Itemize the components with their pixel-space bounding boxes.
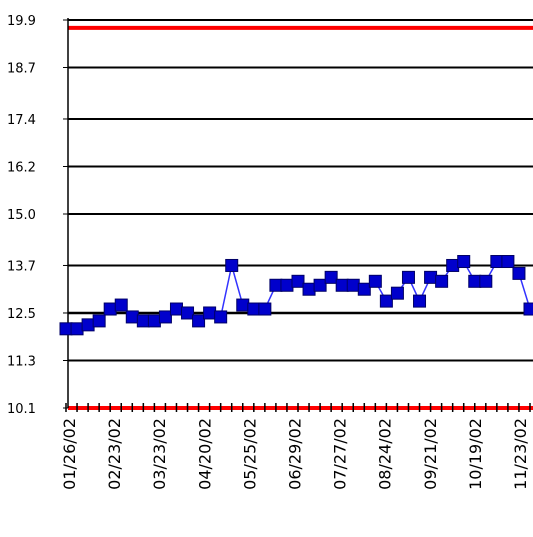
data-point: [302, 282, 316, 296]
data-point: [512, 266, 526, 280]
y-tick-label: 13.7: [7, 259, 36, 274]
axes: [63, 18, 531, 412]
x-tick-label: 06/29/02: [286, 418, 305, 490]
data-point: [214, 310, 228, 324]
x-tick-label: 03/23/02: [150, 418, 169, 490]
data-point: [59, 322, 73, 336]
data-point: [81, 318, 95, 332]
data-point: [479, 274, 493, 288]
x-tick-label: 02/23/02: [105, 418, 124, 490]
data-point: [192, 314, 206, 328]
x-tick-label: 08/24/02: [376, 418, 395, 490]
x-tick-labels: 01/26/02 02/23/02 03/23/02 04/20/02 05/25/02…: [60, 418, 530, 490]
data-point: [368, 274, 382, 288]
x-tick-label: 04/20/02: [195, 418, 214, 490]
data-point: [324, 270, 338, 284]
data-point: [158, 310, 172, 324]
data-point: [114, 298, 128, 312]
data-points: [59, 255, 533, 336]
data-point: [413, 294, 427, 308]
y-tick-label: 16.2: [7, 160, 36, 175]
data-point: [125, 310, 139, 324]
data-point: [313, 278, 327, 292]
data-point: [236, 298, 250, 312]
x-tick-label: 07/27/02: [331, 418, 350, 490]
data-point: [70, 322, 84, 336]
data-point: [501, 255, 515, 269]
x-tick-label: 05/25/02: [240, 418, 259, 490]
data-point: [203, 306, 217, 320]
y-tick-label: 18.7: [7, 62, 36, 77]
data-point: [401, 270, 415, 284]
data-point: [181, 306, 195, 320]
data-point: [435, 274, 449, 288]
data-point: [269, 278, 283, 292]
y-tick-label: 15.0: [7, 208, 36, 223]
data-point: [446, 258, 460, 272]
x-tick-label: 01/26/02: [60, 418, 79, 490]
y-tick-label: 12.5: [7, 307, 36, 322]
data-point: [523, 302, 533, 316]
y-tick-labels: 19.9 18.7 17.4 16.2 15.0 13.7 12.5 11.3 10.1: [7, 14, 36, 417]
data-point: [468, 274, 482, 288]
y-tick-label: 19.9: [7, 14, 36, 29]
y-tick-label: 10.1: [7, 402, 36, 417]
data-point: [457, 255, 471, 269]
data-point: [490, 255, 504, 269]
data-point: [136, 314, 150, 328]
x-tick-label: 09/21/02: [421, 418, 440, 490]
data-point: [280, 278, 294, 292]
y-tick-label: 11.3: [7, 354, 36, 369]
x-tick-label: 10/19/02: [466, 418, 485, 490]
data-point: [357, 282, 371, 296]
data-point: [103, 302, 117, 316]
data-point: [424, 270, 438, 284]
data-point: [379, 294, 393, 308]
data-point: [335, 278, 349, 292]
data-point: [169, 302, 183, 316]
gridlines: [68, 19, 533, 410]
y-tick-label: 17.4: [7, 113, 36, 128]
data-point: [247, 302, 261, 316]
data-point: [92, 314, 106, 328]
x-tick-label: 11/23/02: [511, 418, 530, 490]
data-point: [147, 314, 161, 328]
data-point: [258, 302, 272, 316]
data-point: [346, 278, 360, 292]
data-point: [390, 286, 404, 300]
data-point: [291, 274, 305, 288]
data-point: [225, 258, 239, 272]
